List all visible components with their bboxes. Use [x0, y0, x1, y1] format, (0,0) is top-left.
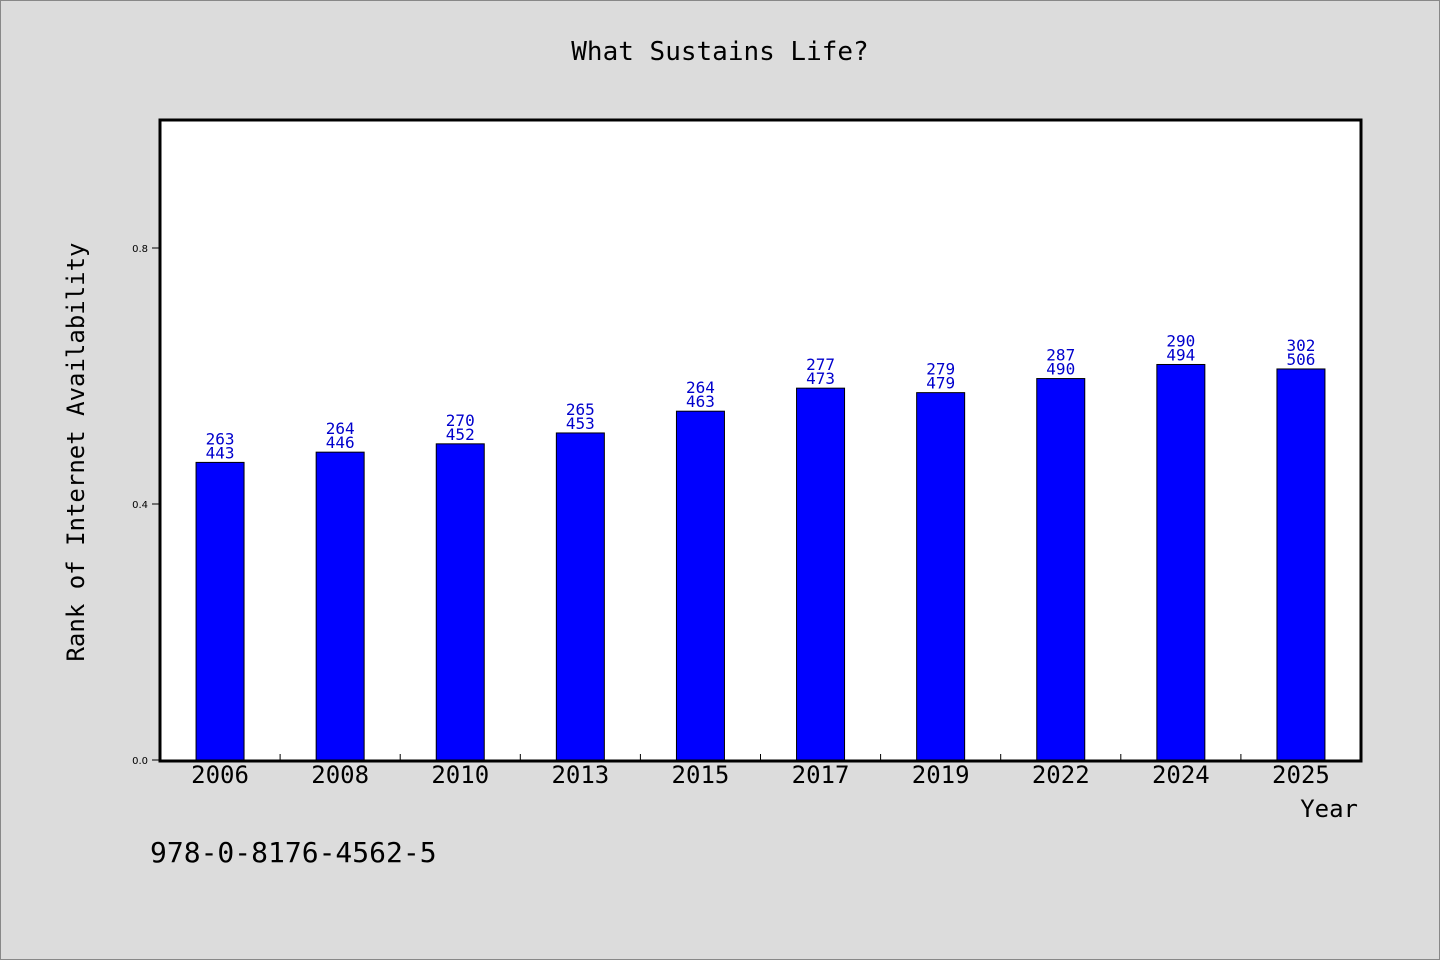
data-label-top: 277	[806, 355, 835, 374]
bar	[195, 461, 245, 761]
y-axis-ticks: 0.0 0.4 0.8	[132, 244, 160, 767]
data-label-top: 290	[1166, 331, 1195, 350]
data-label-top: 263	[206, 429, 235, 448]
bar	[1156, 363, 1206, 761]
bar	[1036, 378, 1086, 761]
x-tick-label: 2008	[311, 761, 369, 789]
y-tick-label: 0.8	[132, 244, 148, 255]
data-label-bottom: 490	[1046, 360, 1075, 379]
data-label-bottom: 452	[446, 425, 475, 444]
data-label-top: 279	[926, 360, 955, 379]
x-tick-label: 2010	[431, 761, 489, 789]
data-label-bottom: 463	[686, 392, 715, 411]
data-label-bottom: 453	[566, 414, 595, 433]
data-label-top: 264	[326, 419, 355, 438]
data-label-top: 265	[566, 400, 595, 419]
x-tick-label: 2019	[912, 761, 970, 789]
bar	[435, 443, 485, 761]
data-labels-group: 2634432644462704522654532644632774732794…	[206, 331, 1316, 462]
x-tick-label: 2017	[792, 761, 850, 789]
bar	[796, 387, 846, 761]
data-label-bottom: 494	[1166, 345, 1195, 364]
data-label-bottom: 506	[1286, 350, 1315, 369]
data-label-bottom: 446	[326, 433, 355, 452]
x-tick-label: 2022	[1032, 761, 1090, 789]
data-label-bottom: 443	[206, 443, 235, 462]
y-tick-label: 0.4	[132, 500, 148, 511]
data-label-bottom: 473	[806, 369, 835, 388]
x-tick-label: 2013	[551, 761, 609, 789]
x-tick-label: 2024	[1152, 761, 1210, 789]
x-tick-label: 2025	[1272, 761, 1330, 789]
data-label-top: 270	[446, 411, 475, 430]
data-label-bottom: 479	[926, 374, 955, 393]
y-axis-label: Rank of Internet Availability	[62, 242, 90, 661]
chart-title: What Sustains Life?	[571, 37, 868, 67]
data-label-top: 287	[1046, 346, 1075, 365]
bar	[1276, 368, 1326, 761]
bar	[555, 432, 605, 761]
bars-group	[195, 363, 1326, 761]
data-label-top: 302	[1286, 336, 1315, 355]
data-label-top: 264	[686, 378, 715, 397]
bar	[916, 392, 966, 761]
x-axis-label: Year	[1300, 795, 1358, 823]
isbn-text: 978-0-8176-4562-5	[150, 836, 437, 869]
bar	[675, 410, 725, 761]
x-tick-label: 2006	[191, 761, 249, 789]
x-tick-label: 2015	[672, 761, 730, 789]
y-tick-label: 0.0	[132, 756, 148, 767]
x-axis-ticks: 2006 2008 2010 2013 2015 2017 2019 2022 2024 2025	[191, 754, 1330, 789]
bar	[315, 451, 365, 761]
